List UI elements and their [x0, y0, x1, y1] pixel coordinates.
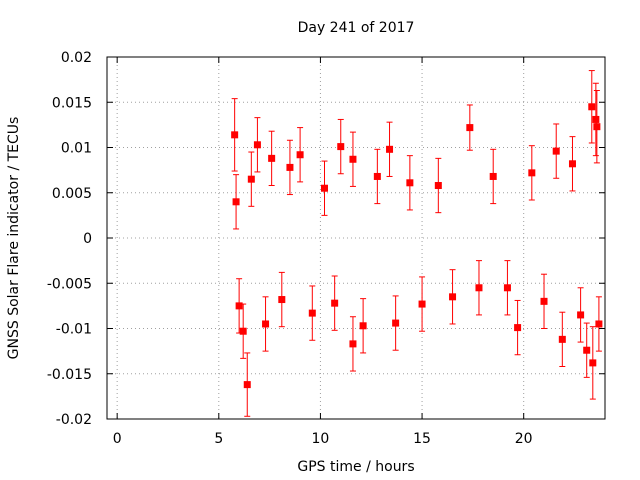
- data-point: [337, 143, 345, 151]
- y-tick-label: -0.005: [47, 276, 92, 292]
- x-tick-label: 0: [113, 431, 122, 447]
- data-point: [349, 340, 357, 348]
- axis-ticks: [107, 56, 605, 420]
- data-point: [349, 155, 357, 163]
- data-point: [239, 327, 247, 335]
- y-tick-label: -0.015: [47, 367, 92, 383]
- data-point: [489, 172, 497, 180]
- data-point: [449, 293, 457, 301]
- data-point: [386, 145, 394, 153]
- data-point: [359, 322, 367, 330]
- data-point: [308, 309, 316, 317]
- data-point: [268, 154, 276, 162]
- data-point: [373, 172, 381, 180]
- data-point: [392, 319, 400, 327]
- y-tick-labels: -0.02 -0.015 -0.01 -0.005 0 0.005 0.01 0.015 0.0…: [47, 50, 92, 428]
- y-tick-label: 0: [83, 231, 92, 247]
- data-point: [418, 300, 426, 308]
- data-point: [552, 147, 560, 155]
- data-point: [262, 320, 270, 328]
- data-point: [434, 182, 442, 190]
- data-point: [595, 320, 603, 328]
- data-point: [466, 124, 474, 132]
- data-point: [592, 115, 600, 123]
- data-point: [568, 160, 576, 168]
- data-point: [583, 346, 591, 354]
- y-tick-label: 0.02: [61, 50, 92, 66]
- x-tick-label: 10: [312, 431, 330, 447]
- data-markers: [231, 103, 603, 389]
- data-point: [286, 163, 294, 171]
- data-point: [577, 311, 585, 319]
- data-point: [588, 103, 596, 111]
- data-point: [406, 179, 414, 187]
- data-point: [253, 141, 261, 149]
- y-tick-label: -0.02: [56, 412, 92, 428]
- x-tick-labels: 0 5 10 15 20: [113, 431, 533, 447]
- data-point: [231, 131, 239, 139]
- x-axis-label: GPS time / hours: [297, 459, 414, 475]
- data-point: [514, 324, 522, 332]
- y-tick-label: 0.01: [61, 141, 92, 157]
- data-point: [232, 198, 240, 206]
- data-point: [331, 299, 339, 307]
- x-tick-label: 5: [214, 431, 223, 447]
- data-point: [296, 151, 304, 159]
- data-point: [247, 175, 255, 183]
- data-point: [593, 123, 601, 131]
- data-point: [528, 169, 536, 177]
- data-point: [320, 184, 328, 192]
- data-point: [278, 296, 286, 304]
- data-point: [589, 359, 597, 367]
- y-axis-label: GNSS Solar Flare indicator / TECUs: [6, 117, 22, 360]
- x-tick-label: 15: [413, 431, 431, 447]
- data-point: [235, 302, 243, 310]
- grid: [107, 57, 605, 419]
- data-point: [243, 381, 251, 389]
- data-point: [540, 297, 548, 305]
- data-point: [503, 284, 511, 292]
- data-point: [558, 335, 566, 343]
- x-tick-label: 20: [515, 431, 533, 447]
- y-tick-label: 0.005: [52, 186, 92, 202]
- data-point: [475, 284, 483, 292]
- y-tick-label: 0.015: [52, 95, 92, 111]
- chart-title: Day 241 of 2017: [298, 20, 415, 36]
- y-tick-label: -0.01: [56, 322, 92, 338]
